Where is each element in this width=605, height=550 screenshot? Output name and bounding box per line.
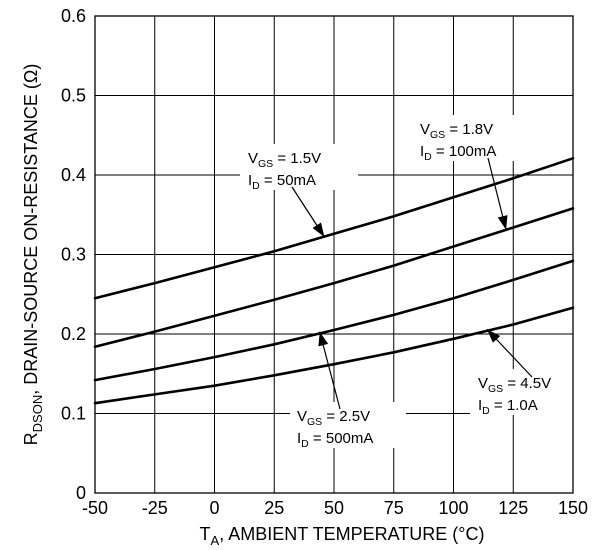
- annotation-arrowhead: [487, 329, 501, 343]
- x-tick-label: 0: [209, 498, 219, 518]
- x-tick-label: 100: [438, 498, 468, 518]
- annotation-id-label: ID = 500mA: [297, 430, 373, 450]
- y-tick-label: 0.2: [61, 324, 86, 344]
- plot-frame: [94, 15, 574, 494]
- x-tick-label: 50: [324, 498, 344, 518]
- annotation-arrowhead: [318, 331, 329, 347]
- annotation-id-label: ID = 1.0A: [478, 397, 538, 417]
- y-tick-label: 0.6: [61, 6, 86, 26]
- annotation-background: [290, 402, 406, 448]
- annotation-background: [470, 369, 580, 415]
- x-tick-label: 25: [264, 498, 284, 518]
- y-tick-label: 0.4: [61, 165, 86, 185]
- y-tick-label: 0.5: [61, 86, 86, 106]
- x-axis-title: TA, AMBIENT TEMPERATURE (°C): [200, 524, 485, 548]
- annotation-id-label: ID = 100mA: [420, 143, 496, 163]
- annotation-background: [413, 115, 525, 161]
- x-tick-label: 150: [558, 498, 588, 518]
- annotation-vgs-label: VGS = 2.5V: [297, 408, 370, 428]
- series-line-vgs25: [93, 259, 575, 382]
- y-tick-label: 0.3: [61, 245, 86, 265]
- y-tick-label: 0: [76, 483, 86, 503]
- x-tick-label: -50: [82, 498, 108, 518]
- annotation-arrowhead: [497, 215, 508, 230]
- y-tick-label: 0.1: [61, 404, 86, 424]
- annotation-background: [240, 144, 358, 190]
- series-line-vgs18: [93, 207, 575, 349]
- series-line-vgs45: [93, 306, 575, 405]
- annotation-arrowhead: [312, 222, 325, 237]
- annotation-vgs-label: VGS = 1.8V: [420, 121, 493, 141]
- x-tick-label: 75: [384, 498, 404, 518]
- y-axis-title: RDSON, DRAIN-SOURCE ON-RESISTANCE (Ω): [21, 64, 45, 446]
- annotation-vgs-label: VGS = 1.5V: [248, 150, 321, 170]
- x-tick-label: 125: [498, 498, 528, 518]
- annotation-id-label: ID = 50mA: [248, 172, 316, 192]
- x-tick-label: -25: [142, 498, 168, 518]
- series-line-vgs15: [93, 157, 575, 300]
- annotation-vgs-label: VGS = 4.5V: [478, 375, 551, 395]
